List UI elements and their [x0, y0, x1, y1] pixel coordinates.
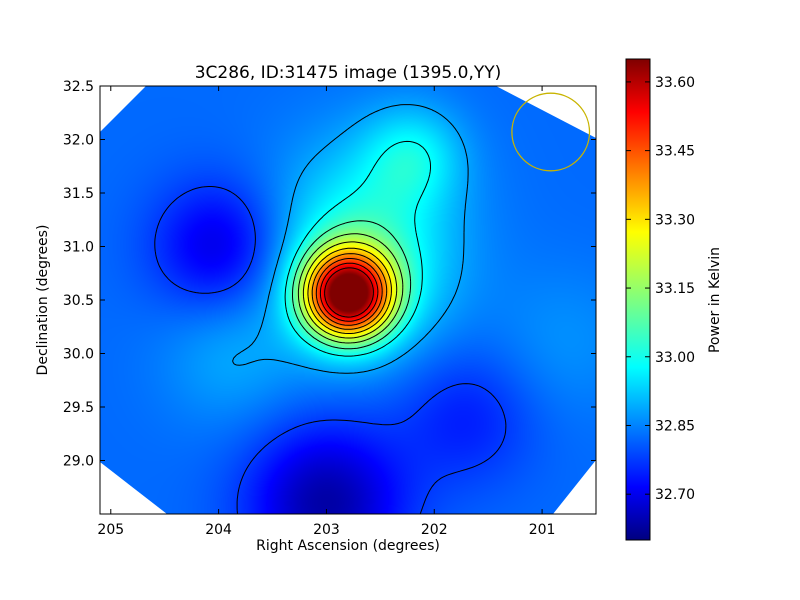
- colorbar-tick-label-5: 33.45: [655, 144, 695, 160]
- x-tick-label-4: 201: [529, 522, 556, 538]
- x-axis: 205 204 203 202 201: [97, 86, 555, 538]
- colorbar: 32.70 32.85 33.00 33.15 33.30 33.45 33.60 Powe…: [625, 58, 723, 541]
- y-axis: 29.0 29.5 30.0 30.5 31.0 31.5 32.0 32.5: [63, 79, 596, 470]
- colorbar-gradient-bar: [625, 58, 651, 541]
- y-tick-label-1: 29.5: [63, 400, 94, 416]
- contour-level-7: [311, 253, 388, 330]
- y-tick-label-2: 30.0: [63, 347, 94, 363]
- plot-area: [100, 86, 596, 514]
- x-axis-label: Right Ascension (degrees): [256, 538, 440, 554]
- y-tick-label-6: 32.0: [63, 133, 94, 149]
- y-axis-label: Declination (degrees): [35, 225, 51, 376]
- contour-level-4: [297, 233, 404, 344]
- chart-title: 3C286, ID:31475 image (1395.0,YY): [195, 63, 502, 83]
- colorbar-tick-label-1: 32.85: [655, 418, 695, 434]
- x-tick-label-2: 203: [313, 522, 340, 538]
- contour-lines: [154, 104, 507, 514]
- y-tick-label-0: 29.0: [63, 454, 94, 470]
- heatmap-image: [100, 86, 596, 514]
- colorbar-tick-label-0: 32.70: [655, 487, 695, 503]
- contour-level-6: [307, 247, 392, 334]
- contour-level-2: [284, 140, 431, 357]
- contour-level-3: [292, 220, 412, 350]
- contour-level-0: [154, 186, 507, 514]
- colorbar-ticks: 32.70 32.85 33.00 33.15 33.30 33.45 33.60: [626, 75, 695, 503]
- colorbar-label: Power in Kelvin: [707, 247, 723, 353]
- y-tick-label-3: 30.5: [63, 293, 94, 309]
- contour-level-8: [315, 258, 383, 326]
- colorbar-tick-label-4: 33.30: [655, 212, 695, 228]
- y-tick-label-5: 31.5: [63, 186, 94, 202]
- contour-level-1: [232, 104, 469, 374]
- colorbar-tick-label-3: 33.15: [655, 281, 695, 297]
- x-tick-label-0: 205: [97, 522, 124, 538]
- colorbar-tick-label-2: 33.00: [655, 350, 695, 366]
- beam-circle: [511, 92, 591, 172]
- contour-level-9: [319, 262, 379, 322]
- y-tick-label-4: 31.0: [63, 240, 94, 256]
- contour-level-10: [324, 267, 374, 318]
- x-tick-label-1: 204: [205, 522, 232, 538]
- contour-level-5: [302, 241, 398, 339]
- x-tick-label-3: 202: [421, 522, 448, 538]
- colorbar-tick-label-6: 33.60: [655, 75, 695, 91]
- y-tick-label-7: 32.5: [63, 79, 94, 95]
